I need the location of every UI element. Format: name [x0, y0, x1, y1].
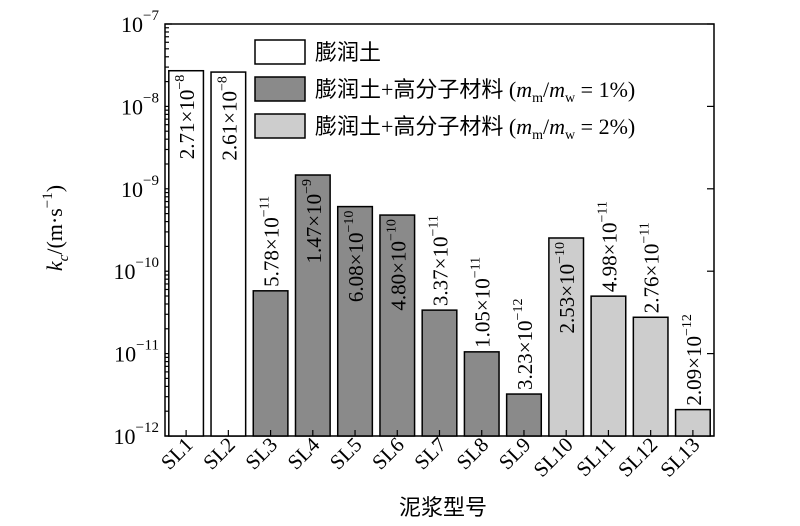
bar-SL11: 4.98×10−11 [590, 201, 627, 437]
x-tick-label: SL9 [494, 433, 536, 475]
x-tick-label: SL10 [529, 433, 578, 482]
y-tick-label: 10−11 [114, 338, 159, 367]
x-tick-label: SL4 [283, 432, 325, 474]
bar-SL7: 3.37×10−11 [421, 215, 458, 437]
bar-value-label: 3.37×10−11 [427, 215, 453, 306]
bar-value-label: 6.08×10−10 [342, 211, 368, 302]
x-tick-label: SL2 [198, 433, 240, 475]
x-tick-label: SL12 [613, 433, 662, 482]
y-tick-label: 10−9 [121, 173, 159, 202]
bars: 2.71×10−8 2.61×10−8 5.78×10−11 1.47×10−9 6.0… [168, 69, 711, 437]
y-tick-label: 10−7 [121, 8, 159, 37]
bar-SL9: 3.23×10−12 [505, 299, 543, 437]
bar-value-label: 2.09×10−12 [680, 314, 706, 406]
bar-rect [590, 295, 627, 437]
bar-value-label: 4.98×10−11 [595, 201, 621, 292]
bar-value-label: 2.53×10−10 [553, 242, 579, 333]
y-tick-label: 10−10 [114, 255, 159, 284]
bar-rect [336, 205, 374, 437]
legend-swatch [254, 113, 306, 139]
x-tick-label: SL6 [367, 433, 409, 475]
x-tick-label: SL3 [240, 433, 282, 475]
legend-label: 膨润土 [315, 40, 381, 65]
bar-SL10: 2.53×10−10 [548, 237, 585, 437]
x-tick-label: SL1 [156, 433, 198, 475]
bar-rect [252, 290, 289, 437]
legend-swatch [254, 39, 306, 65]
bar-rect [210, 71, 247, 437]
x-tick-label: SL13 [655, 433, 704, 482]
bar-value-label: 3.23×10−12 [511, 299, 537, 391]
legend-label: 膨润土+高分子材料 (mm/mw = 1%) [315, 77, 635, 106]
x-tick-label: SL11 [571, 433, 620, 482]
y-axis-label: kc/(m·s−1) [40, 185, 72, 271]
bar-rect [421, 309, 458, 437]
bar-value-label: 2.76×10−11 [638, 222, 664, 313]
y-tick-label: 10−12 [114, 420, 159, 449]
bar-SL4: 1.47×10−9 [294, 174, 331, 437]
x-axis-ticks: SL1 SL2 SL3 SL4 SL5 SL6 SL7 SL8 SL9SL10SL11SL12S… [156, 430, 704, 482]
bar-rect [463, 351, 500, 437]
bar-SL1: 2.71×10−8 [168, 69, 205, 437]
legend-item-3: 膨润土+高分子材料 (mm/mw = 2%) [254, 113, 635, 143]
legend-swatch [254, 76, 306, 102]
legend-label: 膨润土+高分子材料 (mm/mw = 2%) [315, 114, 635, 143]
bar-value-label: 5.78×10−11 [258, 196, 284, 287]
x-tick-label: SL5 [325, 433, 367, 475]
bar-SL8: 1.05×10−11 [463, 257, 500, 437]
bar-rect [168, 69, 205, 437]
x-axis-label: 泥浆型号 [399, 495, 487, 520]
bar-SL2: 2.61×10−8 [210, 71, 247, 437]
bar-SL13: 2.09×10−12 [674, 314, 711, 437]
x-tick-label: SL8 [452, 433, 494, 475]
bar-value-label: 1.05×10−11 [469, 257, 495, 348]
legend-item-1: 膨润土 [254, 39, 381, 65]
legend-item-2: 膨润土+高分子材料 (mm/mw = 1%) [254, 76, 635, 106]
x-tick-label: SL7 [409, 433, 451, 475]
bar-rect [505, 393, 543, 437]
bar-value-label: 1.47×10−9 [300, 179, 326, 264]
bar-value-label: 4.80×10−10 [384, 219, 410, 311]
bar-SL6: 4.80×10−10 [379, 214, 416, 437]
bar-rect [632, 316, 669, 437]
bar-SL12: 2.76×10−11 [632, 222, 669, 437]
bar-SL3: 5.78×10−11 [252, 196, 289, 437]
bar-value-label: 2.61×10−8 [215, 76, 241, 160]
bar-SL5: 6.08×10−10 [336, 205, 374, 437]
y-tick-label: 10−8 [121, 90, 159, 119]
bar-value-label: 2.71×10−8 [173, 75, 199, 160]
